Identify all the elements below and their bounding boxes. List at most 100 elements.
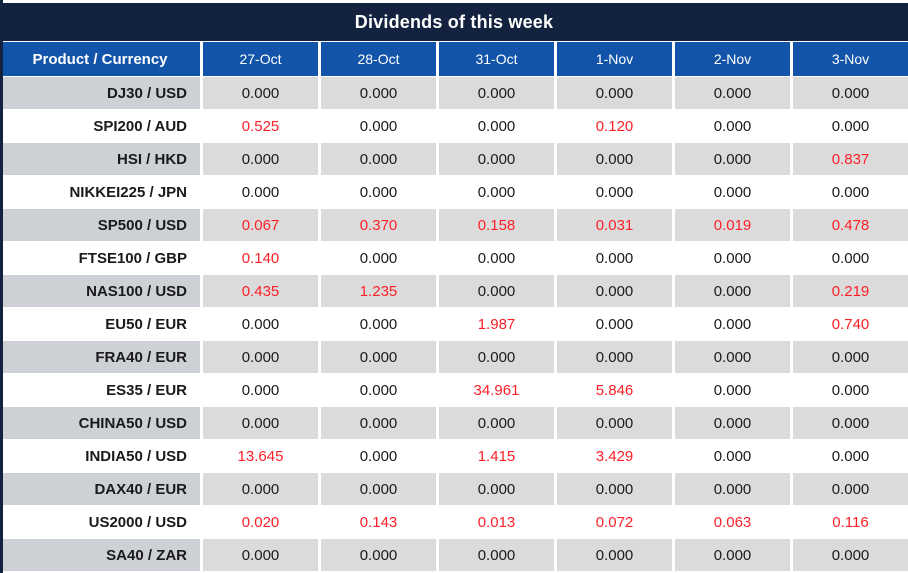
dividend-value-cell: 0.000 xyxy=(203,539,318,571)
dividend-value-cell: 0.000 xyxy=(321,539,436,571)
title-bar: Dividends of this week xyxy=(0,3,908,41)
product-cell: FRA40 / EUR xyxy=(0,341,200,373)
date-header-27-oct: 27-Oct xyxy=(203,42,318,76)
dividend-value-cell: 5.846 xyxy=(557,374,672,406)
dividend-value-cell: 0.019 xyxy=(675,209,790,241)
dividend-value-cell: 0.000 xyxy=(793,242,908,274)
dividend-value-cell: 34.961 xyxy=(439,374,554,406)
dividend-value-cell: 0.219 xyxy=(793,275,908,307)
dividend-value-cell: 0.063 xyxy=(675,506,790,538)
dividend-value-cell: 0.000 xyxy=(675,275,790,307)
dividend-value-cell: 1.987 xyxy=(439,308,554,340)
table-row: NIKKEI225 / JPN 0.000 0.000 0.000 0.000 0.000… xyxy=(0,176,908,208)
dividend-value-cell: 0.000 xyxy=(203,77,318,109)
dividend-value-cell: 0.000 xyxy=(675,473,790,505)
dividend-value-cell: 0.000 xyxy=(439,473,554,505)
date-header-3-nov: 3-Nov xyxy=(793,42,908,76)
dividend-value-cell: 0.000 xyxy=(793,407,908,439)
dividend-value-cell: 0.000 xyxy=(557,242,672,274)
table-header-row: Product / Currency 27-Oct 28-Oct 31-Oct … xyxy=(0,42,908,76)
date-header-2-nov: 2-Nov xyxy=(675,42,790,76)
dividends-table: Product / Currency 27-Oct 28-Oct 31-Oct … xyxy=(0,41,908,572)
dividend-value-cell: 0.000 xyxy=(321,341,436,373)
dividend-value-cell: 0.000 xyxy=(675,77,790,109)
dividend-value-cell: 13.645 xyxy=(203,440,318,472)
dividend-value-cell: 0.837 xyxy=(793,143,908,175)
dividend-value-cell: 0.000 xyxy=(321,473,436,505)
dividend-value-cell: 0.000 xyxy=(439,143,554,175)
dividend-value-cell: 0.000 xyxy=(675,176,790,208)
date-header-31-oct: 31-Oct xyxy=(439,42,554,76)
dividend-value-cell: 0.478 xyxy=(793,209,908,241)
product-cell: ES35 / EUR xyxy=(0,374,200,406)
dividend-value-cell: 0.000 xyxy=(439,275,554,307)
dividend-value-cell: 0.000 xyxy=(557,275,672,307)
product-cell: NIKKEI225 / JPN xyxy=(0,176,200,208)
dividend-value-cell: 0.000 xyxy=(793,176,908,208)
table-row: ES35 / EUR 0.000 0.000 34.961 5.846 0.000 0.00… xyxy=(0,374,908,406)
dividend-value-cell: 0.000 xyxy=(557,539,672,571)
table-row: FRA40 / EUR 0.000 0.000 0.000 0.000 0.000 0.00… xyxy=(0,341,908,373)
dividend-value-cell: 0.000 xyxy=(793,341,908,373)
dividend-value-cell: 0.140 xyxy=(203,242,318,274)
table-row: HSI / HKD 0.000 0.000 0.000 0.000 0.000 0.837 xyxy=(0,143,908,175)
dividend-value-cell: 0.000 xyxy=(675,440,790,472)
table-row: SPI200 / AUD 0.525 0.000 0.000 0.120 0.000 0.0… xyxy=(0,110,908,142)
dividend-value-cell: 0.000 xyxy=(321,440,436,472)
product-cell: CHINA50 / USD xyxy=(0,407,200,439)
dividend-value-cell: 0.000 xyxy=(557,143,672,175)
dividend-value-cell: 0.000 xyxy=(675,242,790,274)
dividend-value-cell: 0.000 xyxy=(793,374,908,406)
product-cell: INDIA50 / USD xyxy=(0,440,200,472)
dividend-value-cell: 0.000 xyxy=(203,308,318,340)
dividend-value-cell: 0.067 xyxy=(203,209,318,241)
dividend-value-cell: 0.000 xyxy=(203,407,318,439)
dividend-value-cell: 0.370 xyxy=(321,209,436,241)
dividend-value-cell: 0.000 xyxy=(439,110,554,142)
table-row: CHINA50 / USD 0.000 0.000 0.000 0.000 0.000 0.… xyxy=(0,407,908,439)
table-row: SP500 / USD 0.067 0.370 0.158 0.031 0.019 0.47… xyxy=(0,209,908,241)
product-cell: FTSE100 / GBP xyxy=(0,242,200,274)
dividend-value-cell: 0.116 xyxy=(793,506,908,538)
dividend-value-cell: 0.000 xyxy=(321,110,436,142)
dividend-value-cell: 0.000 xyxy=(321,77,436,109)
dividend-value-cell: 0.000 xyxy=(675,308,790,340)
dividend-value-cell: 0.000 xyxy=(675,143,790,175)
dividend-value-cell: 0.000 xyxy=(439,341,554,373)
dividend-value-cell: 0.000 xyxy=(321,407,436,439)
dividend-value-cell: 0.000 xyxy=(557,341,672,373)
dividend-value-cell: 0.000 xyxy=(321,308,436,340)
dividend-value-cell: 0.000 xyxy=(675,539,790,571)
dividend-value-cell: 3.429 xyxy=(557,440,672,472)
dividend-value-cell: 0.000 xyxy=(439,407,554,439)
product-cell: SPI200 / AUD xyxy=(0,110,200,142)
dividend-value-cell: 0.000 xyxy=(203,341,318,373)
dividend-value-cell: 0.143 xyxy=(321,506,436,538)
dividends-table-body: DJ30 / USD 0.000 0.000 0.000 0.000 0.000 0.000… xyxy=(0,77,908,571)
dividend-value-cell: 0.000 xyxy=(439,176,554,208)
dividend-value-cell: 0.435 xyxy=(203,275,318,307)
dividend-value-cell: 0.000 xyxy=(321,176,436,208)
product-cell: SA40 / ZAR xyxy=(0,539,200,571)
dividend-value-cell: 0.525 xyxy=(203,110,318,142)
dividend-value-cell: 0.000 xyxy=(793,539,908,571)
table-row: DJ30 / USD 0.000 0.000 0.000 0.000 0.000 0.000 xyxy=(0,77,908,109)
dividend-value-cell: 0.000 xyxy=(675,374,790,406)
dividend-value-cell: 0.000 xyxy=(203,473,318,505)
dividend-value-cell: 0.000 xyxy=(203,374,318,406)
dividend-value-cell: 0.000 xyxy=(793,77,908,109)
table-row: NAS100 / USD 0.435 1.235 0.000 0.000 0.000 0.2… xyxy=(0,275,908,307)
dividend-value-cell: 0.000 xyxy=(793,110,908,142)
dividend-value-cell: 0.000 xyxy=(557,176,672,208)
dividend-value-cell: 0.000 xyxy=(439,77,554,109)
dividend-value-cell: 0.000 xyxy=(557,407,672,439)
product-cell: US2000 / USD xyxy=(0,506,200,538)
date-header-28-oct: 28-Oct xyxy=(321,42,436,76)
left-border-strip xyxy=(0,0,3,573)
dividend-value-cell: 0.000 xyxy=(557,308,672,340)
product-cell: HSI / HKD xyxy=(0,143,200,175)
page-title: Dividends of this week xyxy=(354,11,554,32)
table-row: FTSE100 / GBP 0.140 0.000 0.000 0.000 0.000 0.… xyxy=(0,242,908,274)
product-currency-header: Product / Currency xyxy=(0,42,200,76)
